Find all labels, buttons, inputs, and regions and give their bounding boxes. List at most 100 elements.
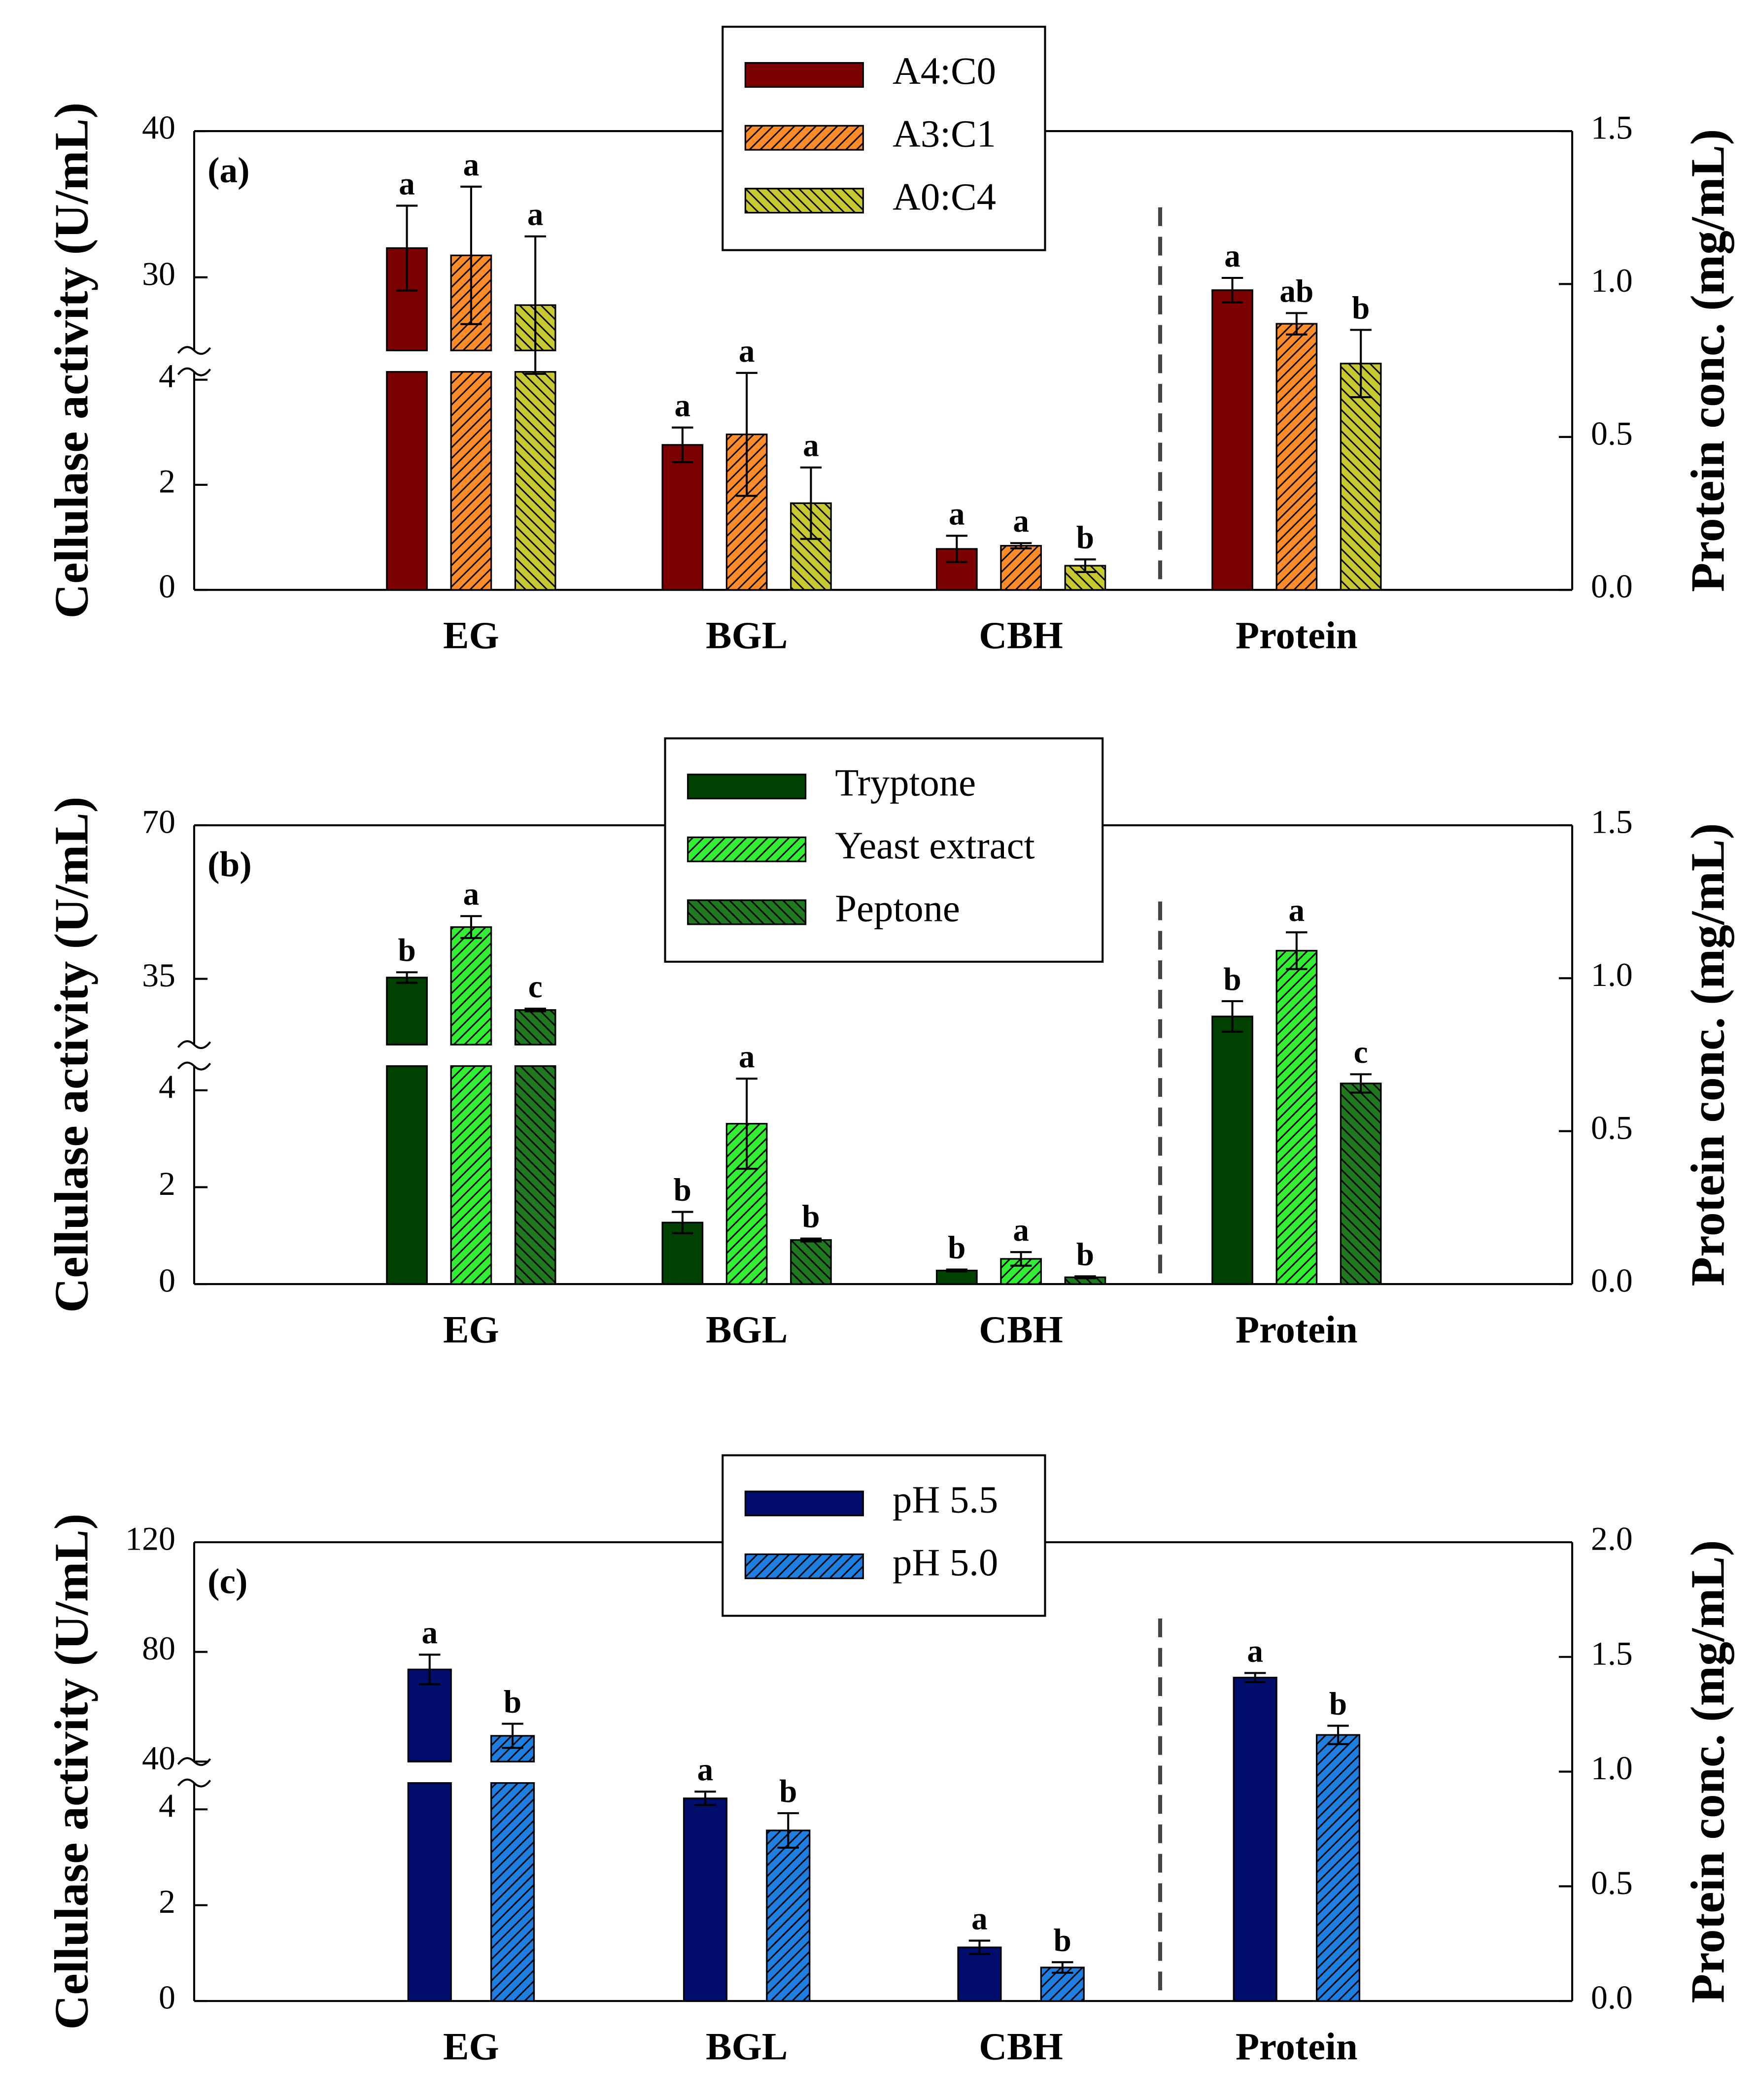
- error-bar: [1221, 1000, 1243, 1033]
- error-bar: [1327, 1725, 1349, 1745]
- y-tick-label: 70: [142, 804, 175, 841]
- bar: [514, 1009, 556, 1046]
- significance-letter: a: [463, 877, 480, 912]
- bar: [386, 371, 428, 591]
- significance-letter: b: [1076, 1237, 1094, 1272]
- y2-axis-title: Protein conc. (mg/mL): [1682, 129, 1735, 592]
- y-tick-label: 35: [142, 957, 175, 994]
- y2-tick-label: 0.0: [1591, 568, 1633, 605]
- error-bar: [736, 372, 758, 497]
- y-tick-label: 40: [142, 1740, 175, 1777]
- error-bar: [1286, 312, 1308, 336]
- y2-axis-title: Protein conc. (mg/mL): [1682, 823, 1735, 1287]
- y2-tick-label: 0.5: [1591, 1109, 1633, 1146]
- significance-letter: b: [948, 1230, 965, 1266]
- legend-swatch: [687, 774, 807, 800]
- bar: [490, 1782, 535, 2002]
- x-tick-label: EG: [443, 2026, 499, 2068]
- panel-label: (a): [207, 150, 249, 190]
- legend-swatch: [687, 899, 807, 925]
- y2-tick-label: 1.5: [1591, 1635, 1633, 1672]
- error-bar: [1052, 1961, 1073, 1974]
- error-bar: [1350, 1073, 1372, 1094]
- error-bar: [672, 426, 693, 464]
- y-axis-title: Cellulase activity (U/mL): [45, 102, 98, 619]
- x-tick-label: Protein: [1236, 1309, 1358, 1352]
- legend-swatch: [744, 188, 864, 214]
- y-tick-label: 80: [142, 1630, 175, 1667]
- legend-swatch: [744, 1490, 864, 1517]
- significance-letter: a: [971, 1901, 988, 1937]
- y-tick-label: 0: [159, 568, 175, 605]
- y2-tick-label: 0.0: [1591, 1979, 1633, 2016]
- significance-letter: a: [697, 1752, 714, 1788]
- significance-letter: b: [504, 1684, 521, 1720]
- x-tick-label: EG: [443, 1309, 499, 1352]
- y-tick-label: 0: [159, 1262, 175, 1299]
- bar: [935, 1269, 978, 1285]
- x-tick-label: EG: [443, 614, 499, 657]
- bar: [1211, 1016, 1253, 1285]
- y2-tick-label: 1.5: [1591, 804, 1633, 841]
- significance-letter: b: [1076, 520, 1094, 555]
- error-bar: [1286, 931, 1308, 970]
- error-bar: [800, 466, 822, 540]
- bar: [407, 1782, 452, 2002]
- y2-tick-label: 1.0: [1591, 262, 1633, 299]
- y-axis-title: Cellulase activity (U/mL): [45, 1514, 98, 2030]
- bar: [1315, 1734, 1361, 2002]
- y-tick-label: 2: [159, 1165, 175, 1202]
- bar: [790, 1239, 832, 1285]
- panel-label: (b): [207, 845, 252, 884]
- y-tick-label: 120: [125, 1521, 175, 1558]
- bar: [1275, 323, 1318, 591]
- bar: [386, 1065, 428, 1285]
- error-bar: [968, 1939, 991, 1955]
- legend-label: Tryptone: [835, 761, 976, 804]
- legend-label: A3:C1: [893, 113, 996, 156]
- error-bar: [777, 1812, 799, 1849]
- significance-letter: a: [1289, 893, 1305, 928]
- y2-tick-label: 1.0: [1591, 956, 1633, 993]
- bar: [450, 926, 492, 1046]
- error-bar: [524, 235, 546, 375]
- error-bar: [460, 185, 482, 325]
- axis-break: [177, 1778, 211, 1788]
- error-bar: [396, 971, 418, 984]
- error-bar: [1221, 276, 1243, 304]
- legend-label: pH 5.5: [893, 1478, 998, 1521]
- bar: [683, 1797, 728, 2002]
- x-tick-label: BGL: [706, 1309, 788, 1352]
- legend-box: [722, 1454, 1046, 1617]
- bar: [957, 1946, 1002, 2002]
- significance-letter: b: [779, 1774, 797, 1809]
- error-bar: [524, 1008, 546, 1013]
- y-tick-label: 2: [159, 463, 175, 500]
- significance-letter: a: [739, 1039, 755, 1075]
- y-axis-title: Cellulase activity (U/mL): [45, 797, 98, 1313]
- significance-letter: b: [398, 933, 415, 968]
- error-bar: [1074, 1275, 1096, 1280]
- axis-break: [177, 367, 211, 376]
- legend-label: Peptone: [835, 887, 960, 930]
- error-bar: [946, 535, 968, 563]
- x-tick-label: Protein: [1236, 2026, 1358, 2068]
- y2-tick-label: 0.5: [1591, 1864, 1633, 1901]
- error-bar: [1074, 558, 1096, 573]
- bar: [514, 371, 556, 591]
- bar: [1211, 289, 1253, 591]
- significance-letter: b: [1352, 290, 1370, 326]
- x-tick-label: CBH: [979, 614, 1063, 657]
- bar: [1233, 1677, 1277, 2002]
- bar: [1000, 544, 1042, 591]
- error-bar: [396, 204, 418, 292]
- error-bar: [1350, 329, 1372, 399]
- bar: [766, 1829, 811, 2002]
- significance-letter: a: [675, 388, 691, 424]
- error-bar: [946, 1268, 968, 1273]
- legend-label: A0:C4: [893, 175, 996, 218]
- y2-tick-label: 0.0: [1591, 1262, 1633, 1299]
- significance-letter: a: [1247, 1633, 1263, 1669]
- significance-letter: a: [399, 166, 415, 202]
- bar: [661, 444, 704, 591]
